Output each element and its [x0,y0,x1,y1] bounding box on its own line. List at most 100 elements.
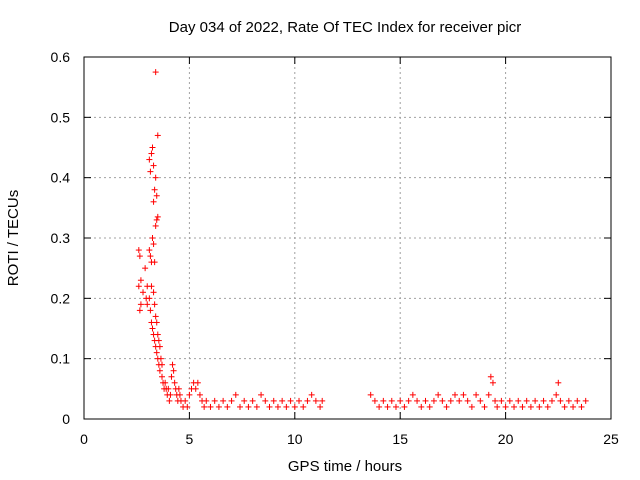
data-point [157,355,164,362]
data-point [574,397,581,404]
data-point [270,397,277,404]
data-point [487,373,494,380]
data-point [473,391,480,398]
data-point [561,403,568,410]
data-point [158,373,165,380]
data-point [456,397,463,404]
plot-frame [83,56,612,420]
data-point [291,403,298,410]
data-point [153,319,160,326]
data-point [192,385,199,392]
data-point [384,403,391,410]
data-point [152,69,159,76]
data-point [464,397,471,404]
data-point [196,391,203,398]
data-point [439,397,446,404]
x-axis-label: GPS time / hours [288,458,402,475]
data-point [170,367,177,374]
data-point [279,397,286,404]
data-point [147,253,154,260]
x-tick-label: 20 [498,431,514,447]
data-point [266,403,273,410]
data-point [211,397,218,404]
data-point [136,307,143,314]
data-point [171,379,178,386]
data-point [135,247,142,254]
data-point [553,391,560,398]
data-point [154,132,161,139]
data-point [224,403,231,410]
data-point [151,301,158,308]
data-point [245,403,252,410]
data-point [460,391,467,398]
data-point [317,403,324,410]
data-point [155,337,162,344]
data-point [184,403,191,410]
data-point [220,397,227,404]
data-point [274,403,281,410]
data-point [165,385,172,392]
data-point [578,403,585,410]
data-point [232,391,239,398]
data-point [548,397,555,404]
data-point [485,391,492,398]
data-point [452,391,459,398]
data-point [152,313,159,320]
data-point [296,397,303,404]
data-point [194,379,201,386]
data-point [201,403,208,410]
data-point [515,397,522,404]
data-point [405,397,412,404]
data-point [154,213,161,220]
data-point [557,397,564,404]
data-point [492,397,499,404]
data-point [506,397,513,404]
data-point [409,391,416,398]
data-point [498,397,505,404]
data-point [422,397,429,404]
data-point [150,241,157,248]
data-point [312,397,319,404]
data-point [167,391,174,398]
data-point [146,295,153,302]
data-point [146,247,153,254]
data-point [388,397,395,404]
data-point [527,403,534,410]
data-point [418,403,425,410]
data-point [137,301,144,308]
data-point [258,391,265,398]
data-point [249,397,256,404]
data-point [149,144,156,151]
data-point [150,162,157,169]
data-point [136,253,143,260]
data-point [152,222,159,229]
data-point [135,283,142,290]
data-point [162,379,169,386]
data-point [367,391,374,398]
data-point [203,397,210,404]
y-tick-label: 0.3 [51,230,71,246]
data-point [414,397,421,404]
data-point [152,174,159,181]
data-point [555,379,562,386]
data-point [376,403,383,410]
data-point [241,397,248,404]
data-point [150,289,157,296]
data-point [319,397,326,404]
data-point [156,343,163,350]
y-tick-label: 0.2 [51,290,71,306]
x-tick-label: 15 [392,431,408,447]
data-point [140,289,147,296]
data-point [148,319,155,326]
data-point [570,403,577,410]
data-point [168,373,175,380]
data-point [300,403,307,410]
data-point [182,397,189,404]
data-point [153,192,160,199]
data-point [207,403,214,410]
data-point [502,403,509,410]
data-point [371,397,378,404]
data-point [494,403,501,410]
